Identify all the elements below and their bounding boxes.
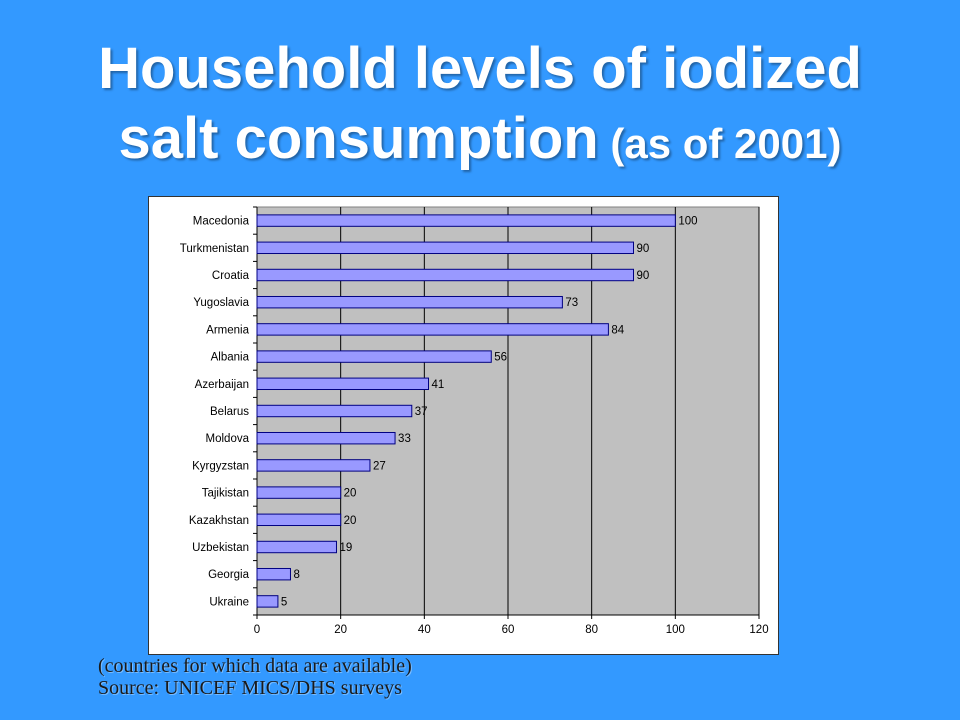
category-label: Macedonia bbox=[193, 216, 250, 228]
category-label: Armenia bbox=[206, 324, 249, 336]
title-line-1: Household levels of iodized bbox=[98, 36, 862, 101]
data-label: 8 bbox=[293, 569, 299, 581]
x-tick-label: 20 bbox=[334, 624, 347, 636]
data-label: 41 bbox=[432, 379, 445, 391]
data-label: 90 bbox=[637, 270, 650, 282]
data-label: 20 bbox=[344, 488, 357, 500]
data-label: 20 bbox=[344, 515, 357, 527]
category-label: Georgia bbox=[208, 569, 250, 581]
category-label: Croatia bbox=[212, 270, 250, 282]
bar bbox=[256, 486, 342, 499]
category-label: Moldova bbox=[206, 433, 250, 445]
category-label: Kyrgyzstan bbox=[192, 460, 249, 472]
data-label: 27 bbox=[373, 460, 386, 472]
slide-title: Household levels of iodized salt consump… bbox=[0, 34, 960, 179]
category-label: Azerbaijan bbox=[195, 379, 249, 391]
bar bbox=[256, 268, 634, 282]
chart-container: Macedonia 100 Turkmenistan 90 Croatia 90 Yugos… bbox=[148, 196, 779, 655]
category-label: Uzbekistan bbox=[192, 542, 249, 554]
bar-chart: Macedonia 100 Turkmenistan 90 Croatia 90 Yugos… bbox=[180, 206, 769, 636]
title-main-text: salt consumption bbox=[118, 106, 599, 171]
data-label: 33 bbox=[398, 433, 411, 445]
x-tick-label: 0 bbox=[254, 624, 260, 636]
x-tick-label: 40 bbox=[418, 624, 431, 636]
bar bbox=[256, 431, 396, 445]
data-label: 90 bbox=[637, 243, 650, 255]
bar bbox=[256, 350, 492, 363]
source-note: Source: UNICEF MICS/DHS surveys bbox=[98, 677, 402, 699]
data-label: 37 bbox=[415, 406, 428, 418]
x-tick-label: 120 bbox=[749, 624, 768, 636]
data-label: 84 bbox=[611, 324, 624, 336]
footnote: (countries for which data are available)… bbox=[98, 655, 412, 699]
bar bbox=[256, 595, 279, 608]
title-date-text: (as of 2001) bbox=[598, 120, 842, 167]
x-tick-label: 60 bbox=[502, 624, 515, 636]
bar bbox=[256, 241, 634, 255]
data-label: 19 bbox=[339, 542, 352, 554]
bar bbox=[256, 459, 371, 472]
bar bbox=[256, 323, 609, 336]
data-availability-note: (countries for which data are available) bbox=[98, 655, 412, 677]
bar bbox=[256, 404, 413, 418]
category-label: Turkmenistan bbox=[180, 243, 249, 255]
x-tick-label: 100 bbox=[666, 624, 685, 636]
data-label: 56 bbox=[494, 352, 507, 364]
x-tick-label: 80 bbox=[585, 624, 598, 636]
category-label: Albania bbox=[211, 352, 250, 364]
category-label: Tajikistan bbox=[202, 488, 249, 500]
category-label: Yugoslavia bbox=[193, 297, 249, 309]
data-label: 100 bbox=[678, 216, 697, 228]
bar bbox=[256, 567, 291, 581]
bar bbox=[256, 540, 337, 554]
data-label: 73 bbox=[565, 297, 578, 309]
data-label: 5 bbox=[281, 596, 287, 608]
category-label: Ukraine bbox=[209, 596, 249, 608]
bar bbox=[256, 214, 676, 227]
category-label: Belarus bbox=[210, 406, 249, 418]
bar bbox=[256, 295, 563, 309]
category-label: Kazakhstan bbox=[189, 515, 249, 527]
bar bbox=[256, 377, 430, 391]
bar bbox=[256, 513, 342, 527]
title-line-2: salt consumption (as of 2001) bbox=[0, 104, 960, 179]
